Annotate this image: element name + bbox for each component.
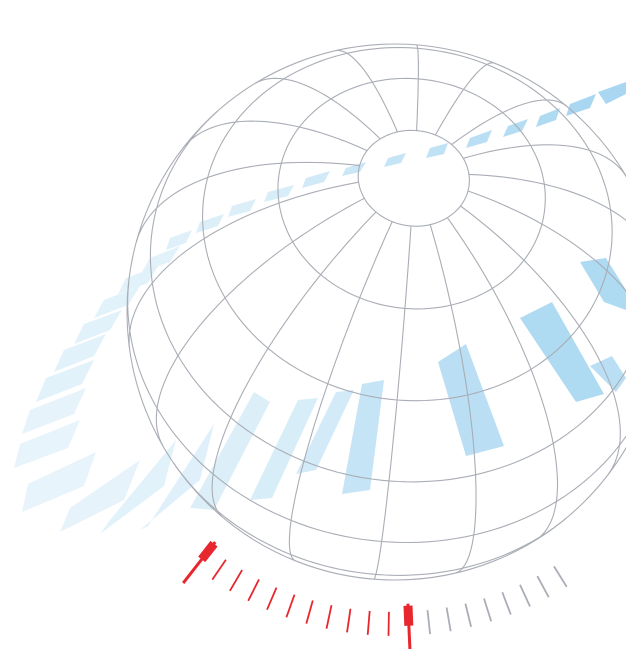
band-wedge	[590, 356, 626, 392]
band-wedge	[250, 398, 318, 500]
dial-tick-gray	[426, 610, 431, 635]
band-stripe	[196, 214, 224, 233]
meridian-line	[135, 161, 360, 242]
parallel-line	[357, 129, 470, 227]
meridian-line	[128, 181, 359, 350]
meridian-line	[460, 205, 621, 475]
meridian-line	[434, 62, 494, 136]
meridian-line	[184, 120, 368, 152]
band-wedge	[438, 344, 504, 456]
band-stripe	[598, 82, 626, 104]
dial-tick-red	[285, 594, 296, 618]
band-stripe	[302, 171, 330, 188]
dial-tick-gray	[445, 607, 452, 632]
swirl-band	[14, 82, 626, 534]
meridian-line	[336, 49, 398, 133]
band-wedge	[190, 392, 270, 510]
band-stripe	[142, 246, 180, 272]
parallel-line	[277, 77, 546, 310]
dial-major-marker	[198, 540, 218, 563]
parallel-line	[172, 462, 567, 576]
dial-tick-red	[346, 608, 352, 633]
globe-grid	[126, 43, 626, 581]
parallel-line	[127, 282, 626, 544]
parallel-line	[202, 47, 613, 402]
dial-tick-gray	[464, 603, 472, 628]
dial-tick-red	[305, 600, 314, 624]
band-stripe	[54, 334, 106, 372]
meridian-line	[467, 190, 626, 292]
band-stripe	[22, 452, 96, 512]
band-wedge	[296, 390, 354, 474]
band-stripe	[426, 143, 448, 158]
meridian-line	[155, 197, 365, 447]
band-stripe	[536, 108, 560, 127]
band-stripe	[566, 94, 596, 116]
meridian-line	[211, 211, 377, 517]
band-stripe	[228, 199, 256, 217]
meridian-line	[255, 77, 381, 140]
dial-tick-red	[247, 578, 260, 602]
dial-tick-red	[366, 610, 371, 635]
band-stripe	[166, 230, 192, 250]
band-stripe	[14, 420, 80, 468]
band-stripe	[384, 153, 406, 167]
band-stripe	[264, 185, 294, 202]
band-stripe	[60, 460, 140, 532]
dial-tick-gray	[483, 598, 493, 622]
band-stripe	[466, 130, 492, 148]
dial-tick-red	[325, 605, 333, 629]
dial-tick-gray	[501, 591, 512, 615]
meridian-line	[463, 144, 626, 176]
dial-tick-gray	[519, 584, 531, 607]
band-stripe	[74, 310, 122, 344]
band-wedge	[520, 302, 604, 402]
parallel-line	[149, 110, 626, 483]
band-wedge	[342, 380, 384, 494]
meridian-line	[468, 173, 626, 221]
dial-tick-gray	[553, 565, 568, 588]
dial-tick-red	[266, 587, 278, 611]
band-stripe	[140, 424, 214, 530]
band-stripe	[100, 440, 176, 534]
band-stripe	[22, 388, 86, 434]
dial-tick-red	[211, 559, 227, 581]
meridian-line	[446, 217, 559, 540]
band-stripe	[36, 360, 94, 402]
dial-tick-gray	[536, 575, 550, 598]
dial-tick-red	[229, 569, 243, 592]
meridian-line	[416, 44, 419, 131]
globe-outline	[126, 43, 626, 581]
band-stripe	[94, 286, 140, 318]
band-stripe	[503, 119, 528, 137]
dial-ticks	[182, 540, 568, 649]
dial-major-marker	[403, 605, 414, 626]
meridian-line	[429, 224, 477, 574]
meridian-line	[451, 99, 568, 146]
